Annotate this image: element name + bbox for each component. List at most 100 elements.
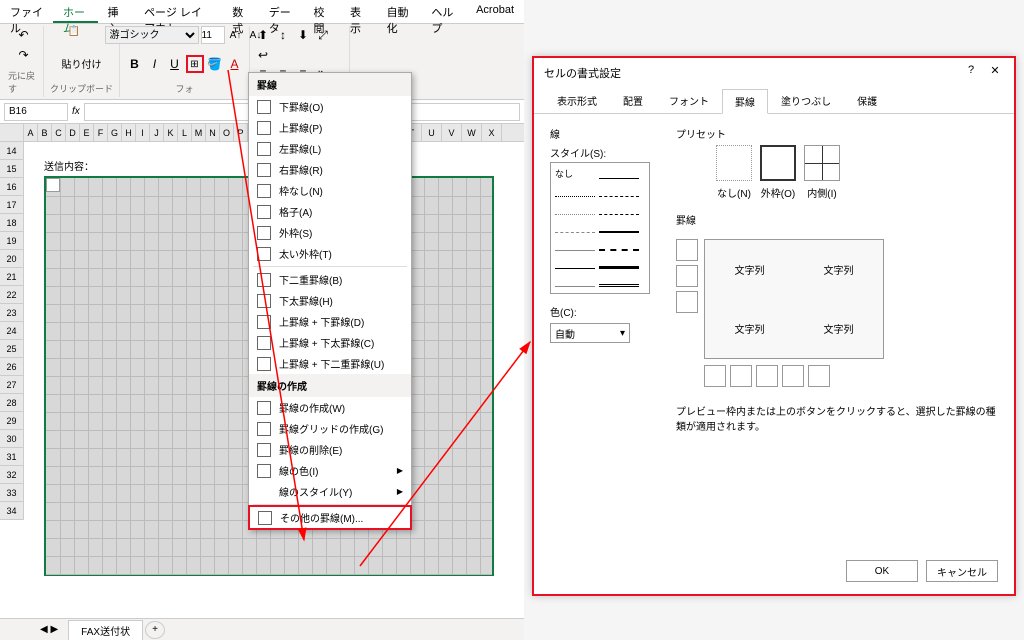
row-header[interactable]: 14 xyxy=(0,142,23,160)
row-header[interactable]: 20 xyxy=(0,250,23,268)
row-header[interactable]: 27 xyxy=(0,376,23,394)
paste-button[interactable]: 📋 貼り付け xyxy=(62,26,102,71)
border-mid-h-btn[interactable] xyxy=(676,265,698,287)
row-header[interactable]: 23 xyxy=(0,304,23,322)
col-header[interactable]: B xyxy=(38,124,52,141)
border-item[interactable]: 上罫線 + 下太罫線(C) xyxy=(249,332,411,353)
border-top-btn[interactable] xyxy=(676,239,698,261)
border-none-item[interactable]: 枠なし(N) xyxy=(249,180,411,201)
row-header[interactable]: 22 xyxy=(0,286,23,304)
col-header[interactable]: O xyxy=(220,124,234,141)
border-outside-item[interactable]: 外枠(S) xyxy=(249,222,411,243)
tab-font[interactable]: フォント xyxy=(656,88,722,113)
align-bot-icon[interactable]: ⬇ xyxy=(294,26,312,44)
row-header[interactable]: 16 xyxy=(0,178,23,196)
border-item[interactable]: 下二重罫線(B) xyxy=(249,269,411,290)
fill-color-icon[interactable]: 🪣 xyxy=(206,55,224,73)
col-header[interactable]: X xyxy=(482,124,502,141)
preset-outline[interactable]: 外枠(O) xyxy=(760,145,796,200)
redo-icon[interactable]: ↷ xyxy=(15,46,33,64)
col-header[interactable]: U xyxy=(422,124,442,141)
row-header[interactable]: 25 xyxy=(0,340,23,358)
help-button[interactable]: ? xyxy=(962,64,980,82)
row-header[interactable]: 28 xyxy=(0,394,23,412)
border-mid-v-btn[interactable] xyxy=(756,365,778,387)
border-item[interactable]: 上罫線 + 下二重罫線(U) xyxy=(249,353,411,374)
col-header[interactable]: C xyxy=(52,124,66,141)
border-all-item[interactable]: 格子(A) xyxy=(249,201,411,222)
preset-inside[interactable]: 内側(I) xyxy=(804,145,840,200)
preset-none[interactable]: なし(N) xyxy=(716,145,752,200)
col-header[interactable]: M xyxy=(192,124,206,141)
italic-icon[interactable]: I xyxy=(146,55,164,73)
border-bottom-item[interactable]: 下罫線(O) xyxy=(249,96,411,117)
line-style-item[interactable]: 線のスタイル(Y)▶ xyxy=(249,481,411,502)
col-header[interactable]: W xyxy=(462,124,482,141)
border-item[interactable]: 下太罫線(H) xyxy=(249,290,411,311)
row-header[interactable]: 17 xyxy=(0,196,23,214)
col-header[interactable]: L xyxy=(178,124,192,141)
tab-layout[interactable]: ページ レイアウト xyxy=(134,0,222,23)
col-header[interactable]: H xyxy=(122,124,136,141)
tab-align[interactable]: 配置 xyxy=(610,88,656,113)
font-size-input[interactable] xyxy=(201,26,225,44)
tab-data[interactable]: データ xyxy=(259,0,304,23)
align-mid-icon[interactable]: ↕ xyxy=(274,26,292,44)
col-header[interactable]: K xyxy=(164,124,178,141)
border-thick-item[interactable]: 太い外枠(T) xyxy=(249,243,411,264)
tab-border[interactable]: 罫線 xyxy=(722,89,768,114)
tab-fill[interactable]: 塗りつぶし xyxy=(768,88,844,113)
underline-icon[interactable]: U xyxy=(166,55,184,73)
row-header[interactable]: 19 xyxy=(0,232,23,250)
draw-grid-item[interactable]: 罫線グリッドの作成(G) xyxy=(249,418,411,439)
tab-file[interactable]: ファイル xyxy=(0,0,53,23)
name-box[interactable] xyxy=(4,103,68,121)
color-select[interactable]: 自動▾ xyxy=(550,323,630,343)
bold-icon[interactable]: B xyxy=(126,55,144,73)
col-header[interactable]: E xyxy=(80,124,94,141)
col-header[interactable]: P xyxy=(234,124,248,141)
border-left-item[interactable]: 左罫線(L) xyxy=(249,138,411,159)
line-color-item[interactable]: 線の色(I)▶ xyxy=(249,460,411,481)
tab-help[interactable]: ヘルプ xyxy=(421,0,466,23)
tab-view[interactable]: 表示 xyxy=(340,0,377,23)
tab-auto[interactable]: 自動化 xyxy=(377,0,422,23)
tab-number[interactable]: 表示形式 xyxy=(544,88,610,113)
border-left-btn[interactable] xyxy=(730,365,752,387)
row-header[interactable]: 29 xyxy=(0,412,23,430)
orientation-icon[interactable]: ⤢ xyxy=(314,26,332,44)
draw-border-item[interactable]: 罫線の作成(W) xyxy=(249,397,411,418)
border-bot-btn[interactable] xyxy=(676,291,698,313)
row-header[interactable]: 30 xyxy=(0,430,23,448)
row-header[interactable]: 21 xyxy=(0,268,23,286)
line-style-picker[interactable]: なし xyxy=(550,162,650,294)
row-header[interactable]: 32 xyxy=(0,466,23,484)
col-header[interactable]: A xyxy=(24,124,38,141)
row-header[interactable]: 24 xyxy=(0,322,23,340)
border-top-item[interactable]: 上罫線(P) xyxy=(249,117,411,138)
row-header[interactable]: 15 xyxy=(0,160,23,178)
align-top-icon[interactable]: ⬆ xyxy=(254,26,272,44)
col-header[interactable]: I xyxy=(136,124,150,141)
undo-icon[interactable]: ↶ xyxy=(15,26,33,44)
font-color-icon[interactable]: A xyxy=(226,55,244,73)
border-right-item[interactable]: 右罫線(R) xyxy=(249,159,411,180)
add-sheet-button[interactable]: + xyxy=(145,621,165,639)
col-header[interactable]: F xyxy=(94,124,108,141)
row-header[interactable]: 33 xyxy=(0,484,23,502)
col-header[interactable]: J xyxy=(150,124,164,141)
row-header[interactable]: 18 xyxy=(0,214,23,232)
cancel-button[interactable]: キャンセル xyxy=(926,560,998,582)
col-header[interactable]: D xyxy=(66,124,80,141)
row-header[interactable]: 34 xyxy=(0,502,23,520)
col-header[interactable]: G xyxy=(108,124,122,141)
border-item[interactable]: 上罫線 + 下罫線(D) xyxy=(249,311,411,332)
row-header[interactable]: 31 xyxy=(0,448,23,466)
tab-protect[interactable]: 保護 xyxy=(844,88,890,113)
border-diag1-btn[interactable] xyxy=(704,365,726,387)
close-button[interactable]: ✕ xyxy=(986,64,1004,82)
ok-button[interactable]: OK xyxy=(846,560,918,582)
more-borders-item[interactable]: その他の罫線(M)... xyxy=(250,507,410,528)
font-name-select[interactable]: 游ゴシック xyxy=(105,26,199,44)
sheet-tab[interactable]: FAX送付状 xyxy=(68,620,143,640)
